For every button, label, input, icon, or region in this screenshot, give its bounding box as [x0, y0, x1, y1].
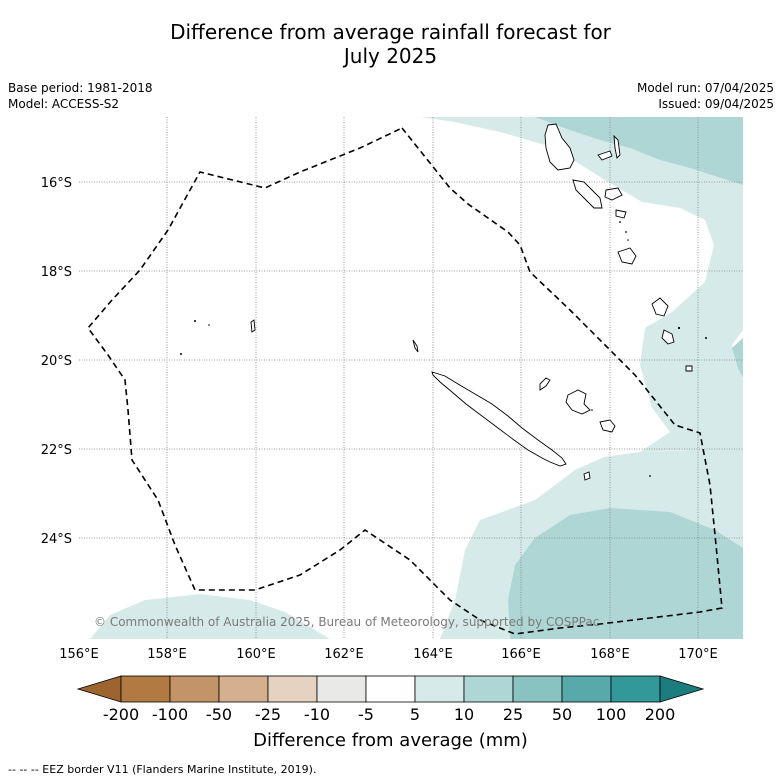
chesterfield-island	[250, 319, 256, 333]
lon-label: 156°E	[59, 647, 99, 662]
lat-label: 16°S	[41, 176, 72, 191]
model-run: Model run: 07/04/2025	[636, 81, 774, 95]
loyalty-island-mare	[599, 419, 616, 433]
colorbar-segment	[218, 675, 269, 703]
vanuatu-ambrym	[604, 187, 623, 201]
colorbar-segment	[316, 675, 367, 703]
isle-of-pines	[583, 471, 591, 481]
eez-footnote: -- -- -- EEZ border V11 (Flanders Marine…	[8, 763, 317, 776]
colorbar-tick-label: -100	[152, 705, 188, 724]
belep-islands	[412, 339, 419, 353]
colorbar-tick-label: -10	[304, 705, 330, 724]
vanuatu-malekula	[572, 179, 603, 209]
anomaly-region-5-10-north-east	[420, 117, 743, 452]
lon-label: 168°E	[590, 647, 630, 662]
lat-label: 20°S	[41, 354, 72, 369]
colorbar-tick-label: 5	[410, 705, 420, 724]
lon-label: 160°E	[236, 647, 276, 662]
base-period: Base period: 1981-2018	[8, 81, 153, 95]
lon-label: 170°E	[678, 647, 718, 662]
eez-border	[86, 127, 723, 635]
vanuatu-espiritu-santo	[544, 123, 575, 171]
colorbar-label: Difference from average (mm)	[253, 730, 528, 751]
vanuatu-erromango	[651, 297, 669, 317]
colorbar-segment	[169, 675, 220, 703]
colorbar-tick-label: -25	[255, 705, 281, 724]
title-line-2: July 2025	[343, 44, 438, 68]
colorbar-segment	[414, 675, 465, 703]
colorbar-tick-label: 100	[596, 705, 627, 724]
anomaly-region-10-25-east-edge	[732, 338, 743, 378]
vanuatu-tanna	[661, 329, 675, 345]
anomaly-region-5-10-south-west	[90, 594, 330, 639]
colorbar-tick-label: 25	[503, 705, 523, 724]
vanuatu-epi	[615, 209, 627, 219]
issued-date: Issued: 09/04/2025	[658, 97, 774, 111]
model-name: Model: ACCESS-S2	[8, 97, 120, 111]
meta-right: Model run: 07/04/2025 Issued: 09/04/2025	[637, 80, 774, 112]
lon-label: 162°E	[324, 647, 364, 662]
colorbar-segment	[463, 675, 514, 703]
colorbar-segment	[120, 675, 171, 703]
loyalty-island-lifou	[565, 389, 591, 415]
colorbar-segment	[267, 675, 318, 703]
colorbar-extension-high	[659, 675, 705, 703]
longitude-labels: 156°E 158°E 160°E 162°E 164°E 166°E 168°…	[59, 647, 718, 662]
vanuatu-maewo	[613, 134, 621, 159]
anomaly-region-10-25-south	[508, 508, 743, 639]
meta-left: Base period: 1981-2018 Model: ACCESS-S2	[8, 80, 153, 112]
anomaly-region-10-25-north-east	[535, 117, 743, 185]
lon-label: 164°E	[413, 647, 453, 662]
lat-label: 24°S	[41, 532, 72, 547]
lon-label: 166°E	[501, 647, 541, 662]
map-title: Difference from average rainfall forecas…	[0, 20, 781, 68]
colorbar-extension-low	[76, 675, 122, 703]
colorbar-tick-label: -50	[206, 705, 232, 724]
small-islets	[180, 221, 707, 477]
map-panel: © Commonwealth of Australia 2025, Bureau…	[79, 117, 743, 639]
colorbar-segment	[365, 675, 416, 703]
loyalty-island-ouvea	[539, 377, 551, 391]
colorbar-tick-label: -200	[103, 705, 139, 724]
colorbar-tick-label: -5	[358, 705, 374, 724]
latitude-labels: 16°S 18°S 20°S 22°S 24°S	[41, 176, 72, 547]
colorbar-tick-label: 10	[454, 705, 474, 724]
coastlines	[250, 123, 693, 481]
colorbar-segment	[610, 675, 661, 703]
lat-label: 22°S	[41, 443, 72, 458]
lat-label: 18°S	[41, 265, 72, 280]
title-line-1: Difference from average rainfall forecas…	[170, 20, 611, 44]
colorbar: -200 -100 -50 -25 -10 -5 5 10 25 50 100 200	[76, 675, 705, 724]
colorbar-segment	[512, 675, 563, 703]
colorbar-segment	[561, 675, 612, 703]
new-caledonia-grande-terre	[431, 371, 567, 467]
lon-label: 158°E	[147, 647, 187, 662]
copyright-notice: © Commonwealth of Australia 2025, Bureau…	[94, 615, 599, 629]
vanuatu-efate	[617, 247, 637, 265]
colorbar-tick-label: 200	[645, 705, 676, 724]
graticule	[79, 117, 743, 639]
vanuatu-aneityum	[685, 365, 693, 372]
vanuatu-pentecost	[597, 150, 613, 161]
colorbar-tick-label: 50	[552, 705, 572, 724]
